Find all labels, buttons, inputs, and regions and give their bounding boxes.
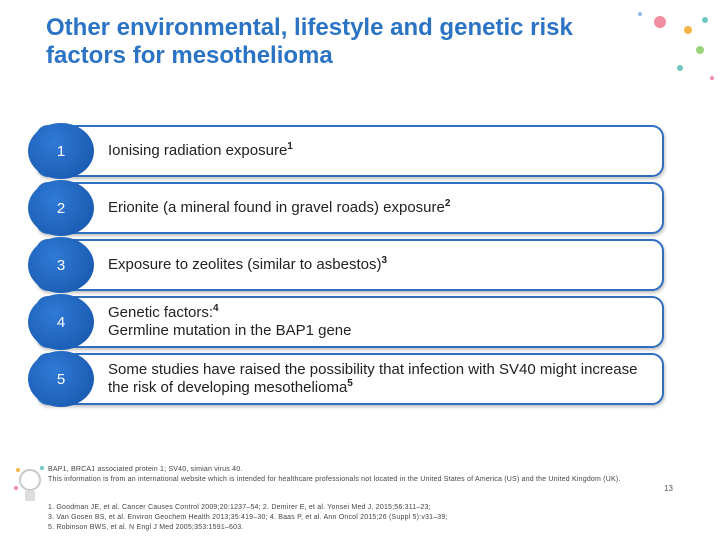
dot — [40, 466, 44, 470]
item-number: 5 — [28, 351, 94, 407]
disclaimer: This information is from an internationa… — [48, 476, 621, 483]
references: 1. Goodman JE, et al. Cancer Causes Cont… — [48, 503, 668, 533]
dot — [16, 468, 20, 472]
reference: 1. Goodman JE, et al. Cancer Causes Cont… — [48, 504, 431, 511]
item-number: 4 — [28, 294, 94, 350]
item-box — [36, 353, 664, 405]
dot — [702, 17, 708, 23]
bulb-icon — [19, 469, 41, 491]
item-text: Germline mutation in the BAP1 gene — [108, 322, 352, 339]
item-number: 1 — [28, 123, 94, 179]
reference-mark: 5 — [347, 378, 353, 389]
reference: 5. Robinson BWS, et al. N Engl J Med 200… — [48, 524, 244, 531]
item-text: Ionising radiation exposure — [108, 142, 288, 159]
item-line: Erionite (a mineral found in gravel road… — [108, 199, 656, 217]
reference-mark: 1 — [287, 141, 293, 152]
list-item: 3 Exposure to zeolites (similar to asbest… — [28, 237, 664, 293]
item-box — [36, 239, 664, 291]
dot — [684, 26, 692, 34]
item-text: Some studies have raised the possibility… — [108, 361, 638, 396]
list-item: 1 Ionising radiation exposure1 — [28, 123, 664, 179]
item-box — [36, 296, 664, 348]
page-number: 13 — [664, 484, 673, 493]
reference-mark: 2 — [444, 198, 451, 209]
item-text: Erionite (a mineral found in gravel road… — [108, 199, 445, 216]
item-text-block: Erionite (a mineral found in gravel road… — [108, 182, 656, 234]
dot — [654, 16, 666, 28]
list-item: 4 Genetic factors:4 Germline mutation in t… — [28, 294, 664, 350]
item-text: Exposure to zeolites (similar to asbesto… — [108, 256, 382, 273]
list-item: 5 Some studies have raised the possibilit… — [28, 351, 664, 407]
item-line: Ionising radiation exposure1 — [108, 142, 656, 160]
dot — [14, 486, 18, 490]
item-text-block: Exposure to zeolites (similar to asbesto… — [108, 239, 656, 291]
item-text-block: Ionising radiation exposure1 — [108, 125, 656, 177]
item-text-block: Some studies have raised the possibility… — [108, 353, 656, 405]
item-line: Some studies have raised the possibility… — [108, 361, 656, 397]
slide-title: Other environmental, lifestyle and genet… — [46, 14, 573, 69]
reference-mark: 4 — [213, 303, 219, 314]
item-number: 2 — [28, 180, 94, 236]
dot — [638, 12, 642, 16]
item-text-block: Genetic factors:4 Germline mutation in th… — [108, 296, 656, 348]
dot — [696, 46, 704, 54]
item-box — [36, 182, 664, 234]
item-line: Exposure to zeolites (similar to asbesto… — [108, 256, 656, 274]
list-item: 2 Erionite (a mineral found in gravel roa… — [28, 180, 664, 236]
bulb-icon — [25, 491, 35, 501]
dot — [677, 65, 683, 71]
item-box — [36, 125, 664, 177]
abbreviations: BAP1, BRCA1 associated protein 1; SV40, … — [48, 466, 243, 473]
dot — [710, 76, 714, 80]
item-line: Genetic factors:4 — [108, 304, 656, 322]
item-text: Genetic factors: — [108, 304, 214, 321]
reference: 3. Van Gosen BS, et al. Environ Geochem … — [48, 514, 448, 521]
reference-mark: 3 — [381, 255, 388, 266]
item-number: 3 — [28, 237, 94, 293]
